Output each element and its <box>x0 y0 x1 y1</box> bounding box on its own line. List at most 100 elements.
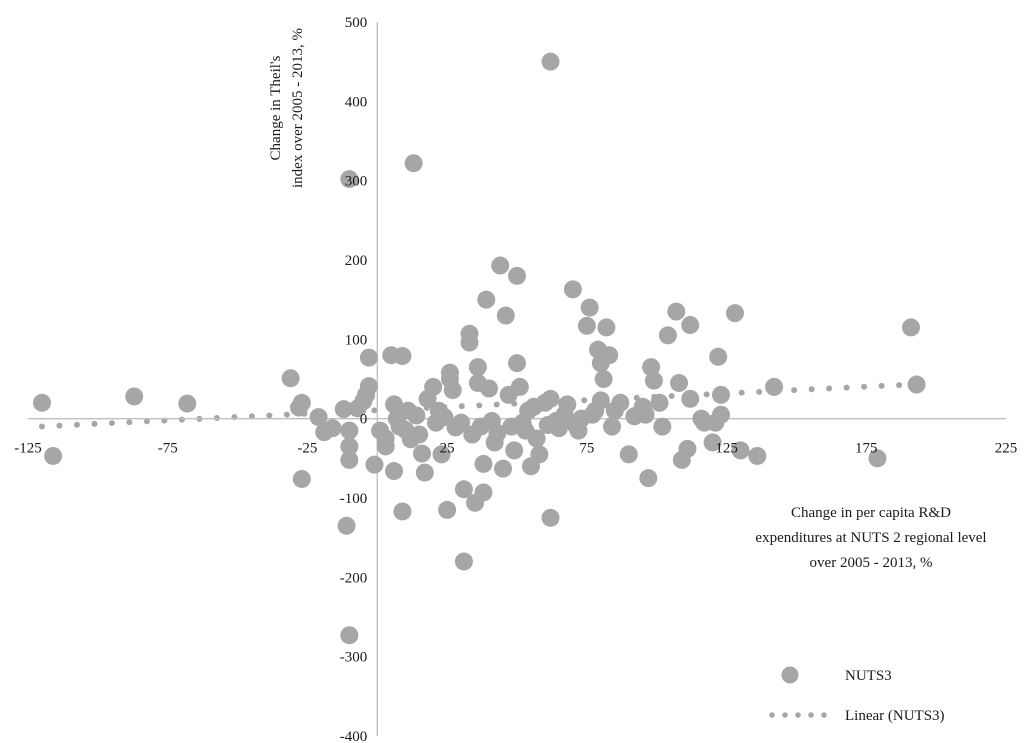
legend-label-nuts3: NUTS3 <box>845 668 892 684</box>
data-point <box>340 421 359 440</box>
x-tick-label: -75 <box>158 441 178 457</box>
legend-trend-dot <box>821 712 827 718</box>
trendline-dot <box>476 402 483 409</box>
trendline-dot <box>126 419 133 426</box>
trendline-dot <box>738 389 745 396</box>
data-point <box>541 52 560 71</box>
data-point <box>393 502 412 521</box>
data-point <box>709 347 728 366</box>
x-tick-label: 25 <box>440 441 455 457</box>
y-tick-label: 500 <box>345 15 368 31</box>
data-point <box>323 419 342 438</box>
data-point <box>681 389 700 408</box>
legend-marker-nuts3 <box>781 666 799 684</box>
data-point <box>667 302 686 321</box>
data-point <box>292 469 311 488</box>
trendline-dot <box>861 383 868 390</box>
trendline-dot <box>808 386 815 393</box>
data-point <box>32 393 51 412</box>
data-point <box>281 369 300 388</box>
data-point <box>474 454 493 473</box>
data-point <box>580 298 599 317</box>
data-point <box>508 266 526 285</box>
data-point <box>477 290 496 309</box>
legend-marker-linear <box>769 712 827 718</box>
data-point <box>340 437 359 456</box>
legend-trend-dot <box>769 712 775 718</box>
trendline-dot <box>668 393 675 400</box>
trendline-dot <box>843 384 850 391</box>
y-tick-label: 300 <box>345 174 368 190</box>
data-point <box>443 381 462 400</box>
data-point <box>678 439 697 458</box>
data-point <box>508 354 526 373</box>
data-point <box>558 395 577 414</box>
tick-labels: -125 -75 -25 25 75 125 175 225 500 400 300 200 100 0 -… <box>14 15 1017 743</box>
x-axis-title-line-2: expenditures at NUTS 2 regional level <box>755 530 986 546</box>
data-point <box>765 377 784 396</box>
x-axis-title-line-3: over 2005 - 2013, % <box>810 555 933 571</box>
data-point <box>424 377 443 396</box>
trendline-dot <box>791 387 798 394</box>
data-point <box>907 375 926 394</box>
data-point <box>412 444 431 463</box>
data-point <box>494 459 513 478</box>
trendline-dot <box>581 397 588 404</box>
data-point <box>711 385 730 404</box>
data-point <box>636 405 655 424</box>
data-point <box>731 441 750 460</box>
data-point <box>527 429 546 448</box>
data-point <box>594 370 613 388</box>
trendline-dot <box>493 401 500 408</box>
data-point <box>591 391 610 410</box>
x-tick-label: -125 <box>14 441 42 457</box>
y-tick-label: 400 <box>345 94 368 110</box>
data-point <box>340 626 359 645</box>
x-tick-label: 225 <box>995 441 1018 457</box>
data-point <box>549 419 568 438</box>
x-tick-label: 175 <box>855 441 878 457</box>
data-point <box>359 348 378 367</box>
data-point <box>454 480 473 499</box>
data-point <box>611 393 630 412</box>
data-point <box>491 256 510 275</box>
x-tick-label: 125 <box>715 441 738 457</box>
y-tick-label: -400 <box>340 729 368 743</box>
data-point <box>480 379 499 398</box>
data-point <box>438 500 457 519</box>
y-tick-label: -100 <box>340 491 368 507</box>
data-point <box>541 389 560 408</box>
data-point <box>642 358 661 377</box>
data-point <box>658 326 677 345</box>
data-point <box>603 417 622 436</box>
data-point <box>711 405 730 424</box>
data-point <box>290 398 309 417</box>
data-point <box>600 346 619 365</box>
data-point <box>385 395 404 414</box>
data-point <box>340 170 359 189</box>
trendline-dot <box>703 391 710 398</box>
trendline-dot <box>458 403 465 410</box>
trendline-dot <box>756 388 763 395</box>
data-point <box>468 358 487 377</box>
data-point <box>178 394 197 413</box>
data-point <box>681 316 700 335</box>
trendline-dot <box>91 420 98 427</box>
trendline-dot <box>371 407 378 414</box>
y-tick-label: -300 <box>340 650 368 666</box>
data-point <box>452 413 471 432</box>
data-point <box>454 552 473 571</box>
legend-label-linear: Linear (NUTS3) <box>845 708 945 724</box>
data-point <box>703 433 722 452</box>
data-point <box>644 371 663 390</box>
y-tick-label: 0 <box>360 412 368 428</box>
trendline-dot <box>73 421 80 428</box>
data-point <box>510 377 529 396</box>
data-point <box>577 316 596 335</box>
data-point <box>748 446 767 465</box>
data-point <box>868 449 887 468</box>
legend-trend-dot <box>808 712 814 718</box>
data-point <box>376 437 395 456</box>
trendline-dot <box>56 422 63 429</box>
